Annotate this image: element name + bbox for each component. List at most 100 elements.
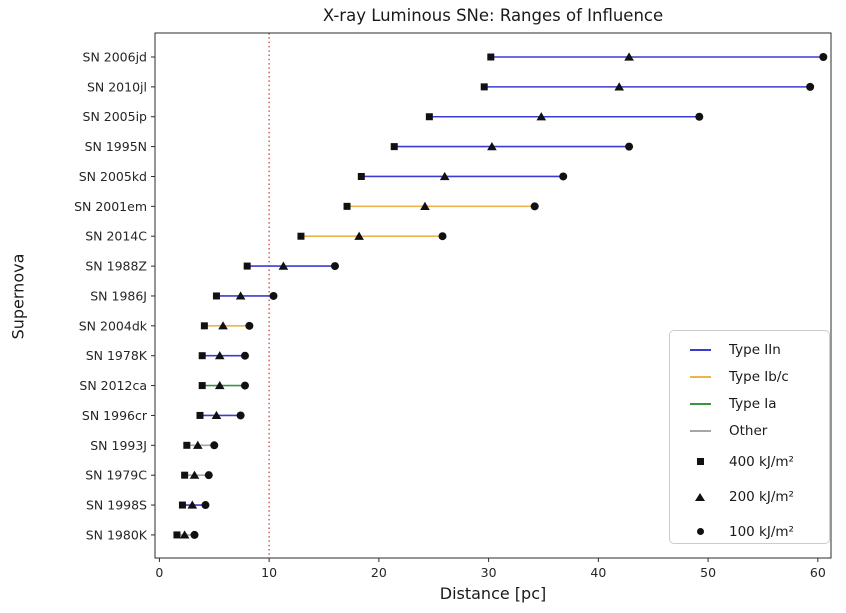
marker-200kjm2-triangle <box>235 291 246 300</box>
marker-100kjm2-circle <box>204 471 213 480</box>
legend-item-fluence: 400 kJ/m² <box>670 444 829 479</box>
marker-200kjm2-triangle <box>214 380 225 390</box>
y-tick-label-supernova: SN 1978K <box>86 348 148 363</box>
y-tick-label-supernova: SN 2001em <box>74 199 147 214</box>
legend-item-type: Other <box>670 417 829 444</box>
y-tick-label-supernova: SN 1986J <box>90 288 147 303</box>
marker-200kjm2-triangle <box>624 52 634 61</box>
marker-200kjm2-triangle <box>354 231 364 240</box>
marker-400kjm2-square <box>181 471 189 479</box>
marker-400kjm2-square <box>357 172 365 180</box>
marker-400kjm2-square <box>198 352 206 360</box>
y-tick-label-supernova: SN 1998S <box>86 498 147 513</box>
marker-100kjm2-circle <box>559 172 568 181</box>
marker-100kjm2-circle <box>201 501 210 510</box>
legend-line-sample-icon <box>683 348 717 351</box>
marker-200kjm2-triangle <box>278 261 289 270</box>
marker-200kjm2-triangle <box>192 440 203 449</box>
y-axis-label: Supernova <box>8 253 28 340</box>
legend-label: 400 kJ/m² <box>729 453 794 470</box>
legend-label: 100 kJ/m² <box>729 523 794 540</box>
x-axis-label: Distance [pc] <box>439 584 547 603</box>
marker-200kjm2-triangle <box>214 351 225 360</box>
chart-title: X-ray Luminous SNe: Ranges of Influence <box>322 6 664 25</box>
marker-200kjm2-triangle <box>189 470 200 479</box>
marker-400kjm2-square <box>196 411 204 419</box>
marker-100kjm2-circle <box>530 202 539 211</box>
marker-400kjm2-square <box>487 53 495 61</box>
marker-100kjm2-circle <box>240 381 249 390</box>
marker-200kjm2-triangle <box>187 500 198 509</box>
legend-label: Type Ib/c <box>729 368 789 385</box>
y-tick-label-supernova: SN 1979C <box>85 468 147 483</box>
x-tick-label: 30 <box>481 565 497 580</box>
y-tick-label-supernova: SN 2004dk <box>79 318 148 333</box>
y-tick-label-supernova: SN 2014C <box>85 229 147 244</box>
legend-item-type: Type IIn <box>670 336 829 363</box>
legend-line-sample-icon <box>683 429 717 432</box>
marker-100kjm2-circle <box>236 411 245 420</box>
marker-400kjm2-square <box>425 113 433 121</box>
marker-200kjm2-triangle <box>536 112 547 121</box>
y-tick-label-supernova: SN 2005ip <box>83 109 148 124</box>
marker-100kjm2-circle <box>625 142 634 151</box>
marker-400kjm2-square <box>198 382 206 390</box>
marker-200kjm2-triangle <box>614 82 625 91</box>
y-tick-label-supernova: SN 1995N <box>85 139 147 154</box>
legend-square-marker-icon <box>683 458 717 465</box>
marker-200kjm2-triangle <box>179 530 190 539</box>
legend-label: 200 kJ/m² <box>729 488 794 505</box>
marker-100kjm2-circle <box>240 351 249 360</box>
marker-400kjm2-square <box>173 531 181 539</box>
y-tick-label-supernova: SN 2005kd <box>79 169 147 184</box>
marker-200kjm2-triangle <box>439 171 450 181</box>
y-tick-label-supernova: SN 1980K <box>86 527 148 542</box>
marker-200kjm2-triangle <box>487 142 497 151</box>
marker-100kjm2-circle <box>695 112 704 121</box>
marker-100kjm2-circle <box>819 53 828 61</box>
x-tick-label: 40 <box>590 565 606 580</box>
marker-100kjm2-circle <box>190 530 199 539</box>
x-tick-label: 60 <box>810 565 826 580</box>
legend-line-sample-icon <box>683 402 717 405</box>
y-tick-label-supernova: SN 2012ca <box>79 378 147 393</box>
marker-100kjm2-circle <box>245 321 254 330</box>
marker-100kjm2-circle <box>330 262 339 271</box>
marker-200kjm2-triangle <box>420 201 430 210</box>
marker-400kjm2-square <box>343 202 351 210</box>
y-tick-label-supernova: SN 2006jd <box>83 50 147 65</box>
legend-item-fluence: 200 kJ/m² <box>670 479 829 514</box>
legend-triangle-marker-icon <box>683 492 717 501</box>
marker-400kjm2-square <box>183 441 191 449</box>
y-tick-label-supernova: SN 2010jl <box>87 79 147 94</box>
marker-400kjm2-square <box>200 322 208 330</box>
marker-400kjm2-square <box>480 83 488 91</box>
legend-item-type: Type Ib/c <box>670 363 829 390</box>
marker-400kjm2-square <box>297 232 305 240</box>
y-tick-label-supernova: SN 1996cr <box>82 408 148 423</box>
legend: Type IIn Type Ib/c Type Ia Other 400 kJ/… <box>669 330 830 544</box>
legend-item-type: Type Ia <box>670 390 829 417</box>
marker-100kjm2-circle <box>269 291 278 300</box>
legend-label: Type Ia <box>729 395 777 412</box>
marker-200kjm2-triangle <box>218 321 228 330</box>
marker-100kjm2-circle <box>210 441 219 450</box>
y-tick-label-supernova: SN 1993J <box>90 438 147 453</box>
marker-100kjm2-circle <box>806 82 815 91</box>
marker-400kjm2-square <box>212 292 220 300</box>
marker-200kjm2-triangle <box>211 410 222 420</box>
legend-circle-marker-icon <box>683 528 717 535</box>
legend-item-fluence: 100 kJ/m² <box>670 514 829 549</box>
x-tick-label: 10 <box>261 565 277 580</box>
marker-400kjm2-square <box>390 143 398 151</box>
legend-label: Other <box>729 422 768 439</box>
legend-label: Type IIn <box>729 341 781 358</box>
x-tick-label: 0 <box>155 565 163 580</box>
y-tick-label-supernova: SN 1988Z <box>85 259 147 274</box>
marker-100kjm2-circle <box>438 232 447 241</box>
marker-400kjm2-square <box>178 501 186 509</box>
x-tick-label: 50 <box>700 565 716 580</box>
marker-400kjm2-square <box>243 262 251 270</box>
